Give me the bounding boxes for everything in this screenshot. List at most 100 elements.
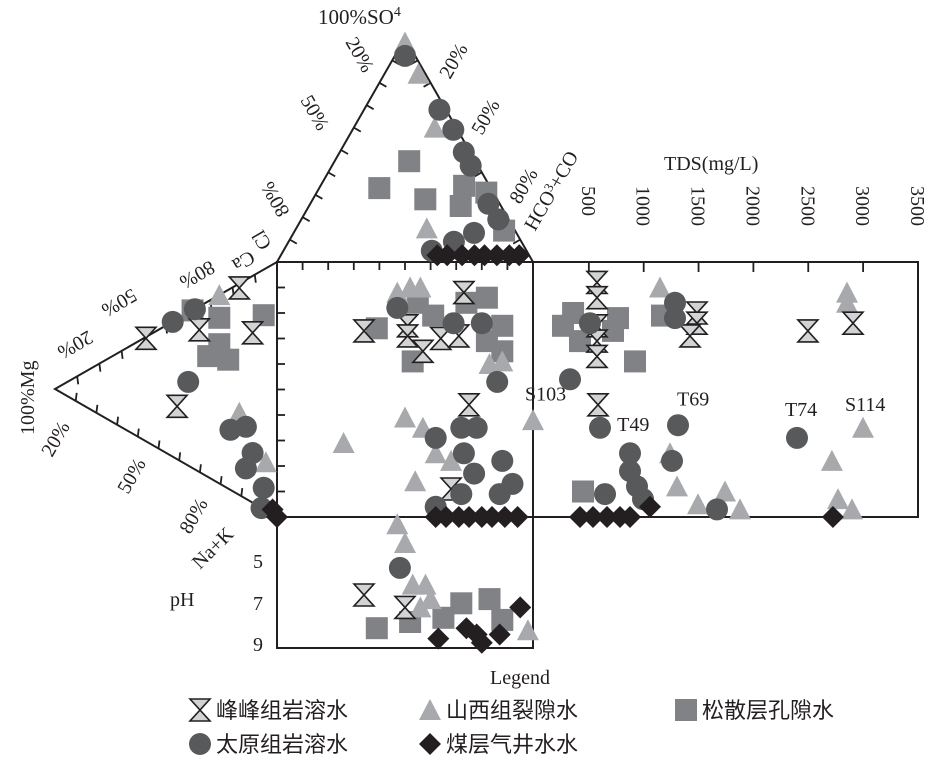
square-point: [404, 470, 427, 492]
anion-left-edge-tick: [353, 126, 362, 133]
square-point: [450, 416, 473, 439]
cation-lower-edge-tick: [178, 452, 182, 461]
cation-point: [161, 310, 184, 333]
anion-point: [442, 118, 465, 141]
square-point: [452, 280, 476, 305]
square-point: [475, 286, 498, 309]
tds-point: [649, 276, 671, 298]
tds-point: [827, 488, 849, 510]
cation-point: [234, 457, 257, 480]
tds-point: [664, 307, 686, 330]
legend-marker-diamond: [419, 733, 441, 755]
ph-point: [488, 623, 511, 646]
tds-point: [678, 324, 702, 348]
square-point: [470, 312, 493, 335]
sample-label: S103: [525, 384, 566, 406]
tds-point: [552, 314, 574, 337]
anion-point: [394, 44, 416, 67]
square-point: [424, 426, 447, 449]
tds-point: [796, 319, 820, 343]
cation-point: [252, 476, 275, 499]
ph-point: [432, 606, 455, 629]
sample-label: T74: [785, 399, 817, 421]
anion-point: [428, 98, 451, 121]
cation-point: [183, 298, 206, 321]
cation-lower-edge-tick: [95, 404, 99, 413]
anion-point: [368, 177, 391, 200]
legend-title: Legend: [490, 667, 550, 689]
cation-upper-edge-tick: [76, 376, 80, 385]
cation-lower-edge-tick: [157, 440, 161, 449]
legend-marker-circle: [189, 733, 211, 755]
legend-label: 山西组裂隙水: [446, 699, 578, 724]
ph-point: [352, 583, 376, 607]
tds-point: [639, 495, 661, 518]
square-point: [522, 409, 544, 431]
tds-point: [589, 416, 611, 439]
square-point: [506, 506, 529, 528]
mg-apex-label: 100%Mg: [17, 361, 39, 435]
square-point: [332, 432, 355, 453]
anion-point: [459, 154, 482, 177]
sample-label: T49: [617, 414, 649, 436]
tds-point: [666, 475, 688, 497]
square-point: [450, 483, 473, 506]
tds-point: [585, 344, 609, 369]
ph-tick-9: 9: [253, 634, 263, 656]
tds-point: [836, 291, 858, 313]
cation-point: [177, 370, 200, 393]
cation-lower-edge-tick: [240, 487, 244, 497]
legend-label: 峰峰组岩溶水: [216, 699, 348, 724]
tds-tick-labels: 500 1000 1500 2000 2500 3000 3500: [577, 186, 928, 272]
tds-point: [661, 449, 683, 472]
tds-point: [619, 506, 641, 528]
ph-point: [394, 532, 416, 553]
square-point: [442, 312, 465, 335]
anion-left-edge-tick: [340, 149, 349, 155]
anion-point: [398, 150, 421, 173]
anion-point: [485, 244, 508, 267]
anion-left-edge-tick: [302, 216, 311, 222]
hco3-tick-20: 20%: [435, 40, 472, 83]
anion-point: [487, 208, 510, 231]
anion-point: [407, 62, 430, 84]
tds-point: [852, 416, 874, 438]
tds-tick-label: 1500: [687, 186, 709, 226]
square-point: [491, 350, 514, 372]
cation-lower-edge-tick: [199, 464, 202, 473]
ph-point: [491, 608, 514, 631]
anion-point: [453, 174, 476, 197]
anion-point: [463, 221, 485, 244]
tds-panel: [532, 261, 919, 518]
cation-point: [217, 348, 240, 371]
tds-point: [841, 498, 863, 520]
legend-marker-square: [675, 699, 697, 721]
anion-right-edge-tick: [474, 171, 483, 178]
tds-point: [569, 506, 591, 528]
square-point: [457, 392, 481, 417]
square-point: [352, 319, 376, 343]
cation-point: [165, 394, 189, 419]
square-point: [422, 304, 445, 327]
square-point: [491, 449, 514, 472]
anion-left-edge-tick: [366, 104, 375, 110]
ca-tick-80: 80%: [176, 256, 219, 293]
anion-point: [415, 217, 438, 239]
ph-axis-label: pH: [170, 589, 194, 611]
cation-upper-edge-tick: [253, 274, 257, 283]
ca-tick-50: 50%: [98, 284, 141, 321]
legend-marker-triangle: [419, 699, 441, 720]
tds-point: [706, 498, 728, 521]
tds-point: [714, 480, 736, 502]
anion-right-edge-tick: [423, 82, 432, 88]
series-triangle: [208, 31, 874, 641]
anion-point: [423, 116, 446, 138]
series-diamond: [261, 244, 844, 654]
tds-point: [559, 368, 581, 391]
ph-point: [478, 588, 501, 611]
tds-tick-label: 2500: [796, 186, 818, 226]
sample-label: T69: [677, 389, 709, 411]
anion-point: [436, 244, 459, 267]
